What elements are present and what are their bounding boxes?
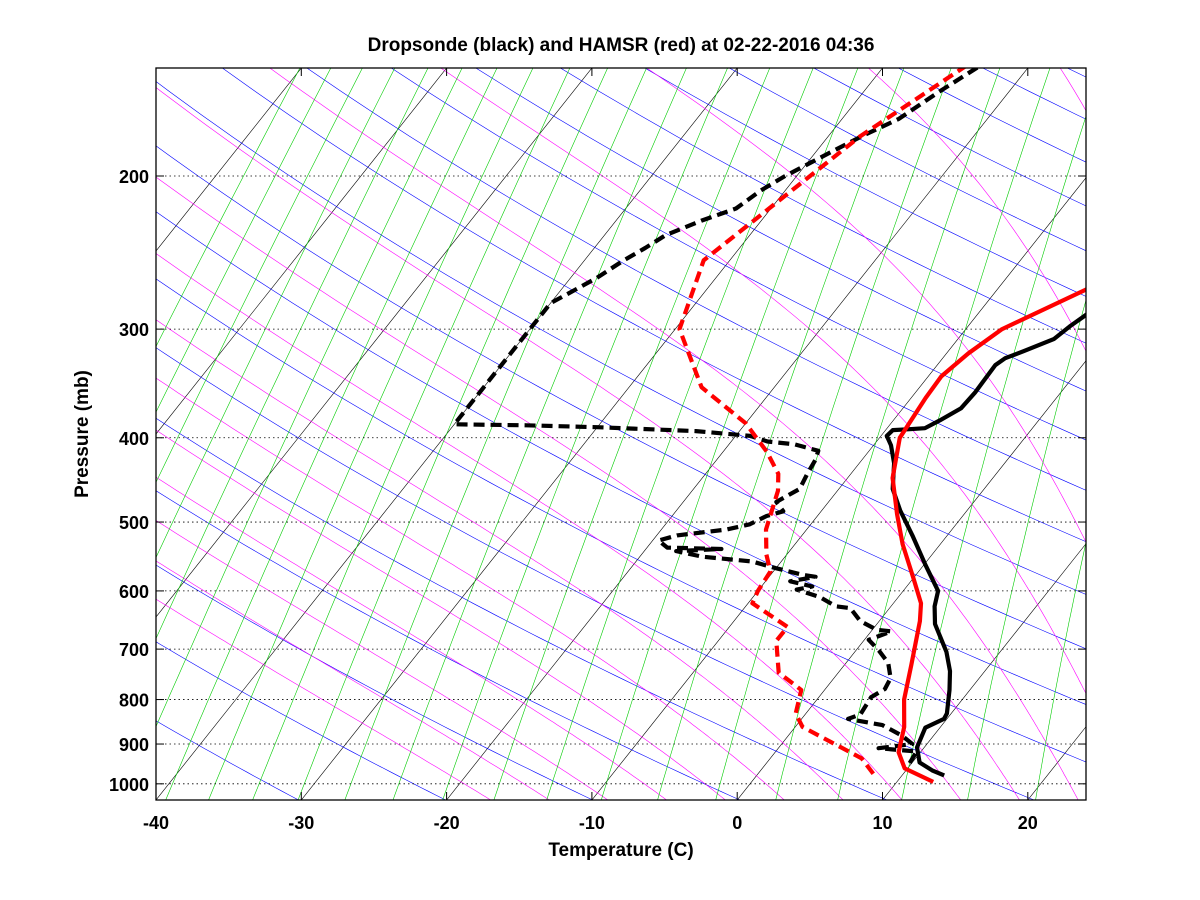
moist-adiabat-line xyxy=(156,87,1020,800)
mixing-ratio-line xyxy=(156,68,363,483)
plot-area xyxy=(156,68,1086,800)
dry-adiabat-line xyxy=(156,564,594,800)
mixing-ratio-line xyxy=(156,68,396,559)
mixing-ratio-line xyxy=(1035,540,1086,800)
x-tick-label: -10 xyxy=(579,813,605,833)
y-tick-label: 200 xyxy=(119,167,149,187)
dry-adiabat-line xyxy=(156,417,888,800)
moist-adiabat-line xyxy=(646,68,1086,543)
dry-adiabat-line xyxy=(221,68,1086,543)
y-axis-label: Pressure (mb) xyxy=(72,370,93,498)
dry-adiabat-line xyxy=(156,145,1086,650)
x-tick-label: -40 xyxy=(143,813,169,833)
dry-adiabat-line xyxy=(156,81,1086,595)
isotherm-line xyxy=(156,68,447,435)
hamsr-dewpoint-line xyxy=(677,68,967,780)
moist-adiabat-line xyxy=(156,598,492,800)
y-tick-label: 600 xyxy=(119,582,149,602)
dry-adiabat-line xyxy=(156,641,447,800)
isotherm-line xyxy=(156,68,302,252)
moist-adiabat-line xyxy=(269,68,1079,800)
moist-adiabat-line xyxy=(156,319,844,800)
mixing-ratio-line xyxy=(156,68,429,640)
mixing-ratio-line xyxy=(252,68,571,800)
moist-adiabat-line xyxy=(156,377,785,800)
plot-frame xyxy=(155,67,1087,801)
x-tick-label: 0 xyxy=(732,813,742,833)
mixing-ratio-line xyxy=(165,68,498,800)
isotherm-line xyxy=(591,177,1086,800)
isotherm-line xyxy=(736,360,1086,800)
mixing-ratio-line xyxy=(156,68,463,728)
moist-adiabat-line xyxy=(867,68,1086,352)
hamsr-temperature-line xyxy=(890,287,1086,784)
x-tick-label: -20 xyxy=(434,813,460,833)
y-tick-label: 300 xyxy=(119,320,149,340)
dry-adiabat-line xyxy=(156,720,300,800)
mixing-ratio-line xyxy=(208,68,534,800)
mixing-ratio-line xyxy=(156,68,301,348)
moist-adiabat-line xyxy=(440,68,1086,695)
x-tick-label: -30 xyxy=(288,813,314,833)
dry-adiabat-line xyxy=(306,68,1086,491)
mixing-ratio-line xyxy=(901,115,1086,800)
isotherm-line xyxy=(882,543,1086,800)
mixing-ratio-line xyxy=(715,68,952,800)
dry-adiabat-line xyxy=(390,68,1086,441)
mixing-ratio-line xyxy=(156,68,332,413)
dry-adiabat-line xyxy=(559,68,1086,344)
y-tick-label: 400 xyxy=(119,429,149,449)
mixing-ratio-line xyxy=(546,68,814,800)
isotherm-line xyxy=(446,68,1029,800)
mixing-ratio-line xyxy=(297,68,608,800)
isotherm-line xyxy=(156,68,593,618)
mixing-ratio-line xyxy=(837,68,1051,800)
y-tick-label: 800 xyxy=(119,691,149,711)
y-tick-label: 700 xyxy=(119,640,149,660)
y-tick-label: 500 xyxy=(119,513,149,533)
dry-adiabat-line xyxy=(156,347,1035,800)
dry-adiabat-line xyxy=(156,490,741,800)
isotherm-line xyxy=(156,68,738,800)
chart-title: Dropsonde (black) and HAMSR (red) at 02-… xyxy=(368,35,875,56)
mixing-ratio-line xyxy=(967,298,1086,800)
mixing-ratio-line xyxy=(392,68,687,800)
mixing-ratio-line xyxy=(600,68,859,800)
mixing-ratio-line xyxy=(657,68,905,800)
dropsonde-temperature-line xyxy=(884,312,1086,778)
mixing-ratio-line xyxy=(775,68,1001,800)
dry-adiabat-line xyxy=(475,68,1086,392)
pressure-gridlines xyxy=(156,175,1086,785)
x-axis-label: Temperature (C) xyxy=(548,840,693,861)
isotherm-line xyxy=(300,68,883,800)
dry-adiabat-line xyxy=(156,211,1086,705)
moist-adiabat-line xyxy=(156,253,903,800)
y-tick-label: 1000 xyxy=(109,775,149,795)
dropsonde-dewpoint-line xyxy=(452,68,981,768)
dry-adiabat-line xyxy=(156,278,1086,763)
moist-adiabat-line xyxy=(156,560,550,800)
x-tick-label: 10 xyxy=(872,813,892,833)
mixing-ratio-line xyxy=(344,68,647,800)
moist-adiabat-line xyxy=(156,476,668,800)
sounding-profiles xyxy=(452,68,1086,784)
moist-adiabat-line xyxy=(156,429,726,800)
moist-adiabat-line xyxy=(156,520,609,800)
mixing-ratio-line xyxy=(442,68,728,800)
x-tick-label: 20 xyxy=(1018,813,1038,833)
mixing-ratio-line xyxy=(493,68,771,800)
y-tick-label: 900 xyxy=(119,735,149,755)
